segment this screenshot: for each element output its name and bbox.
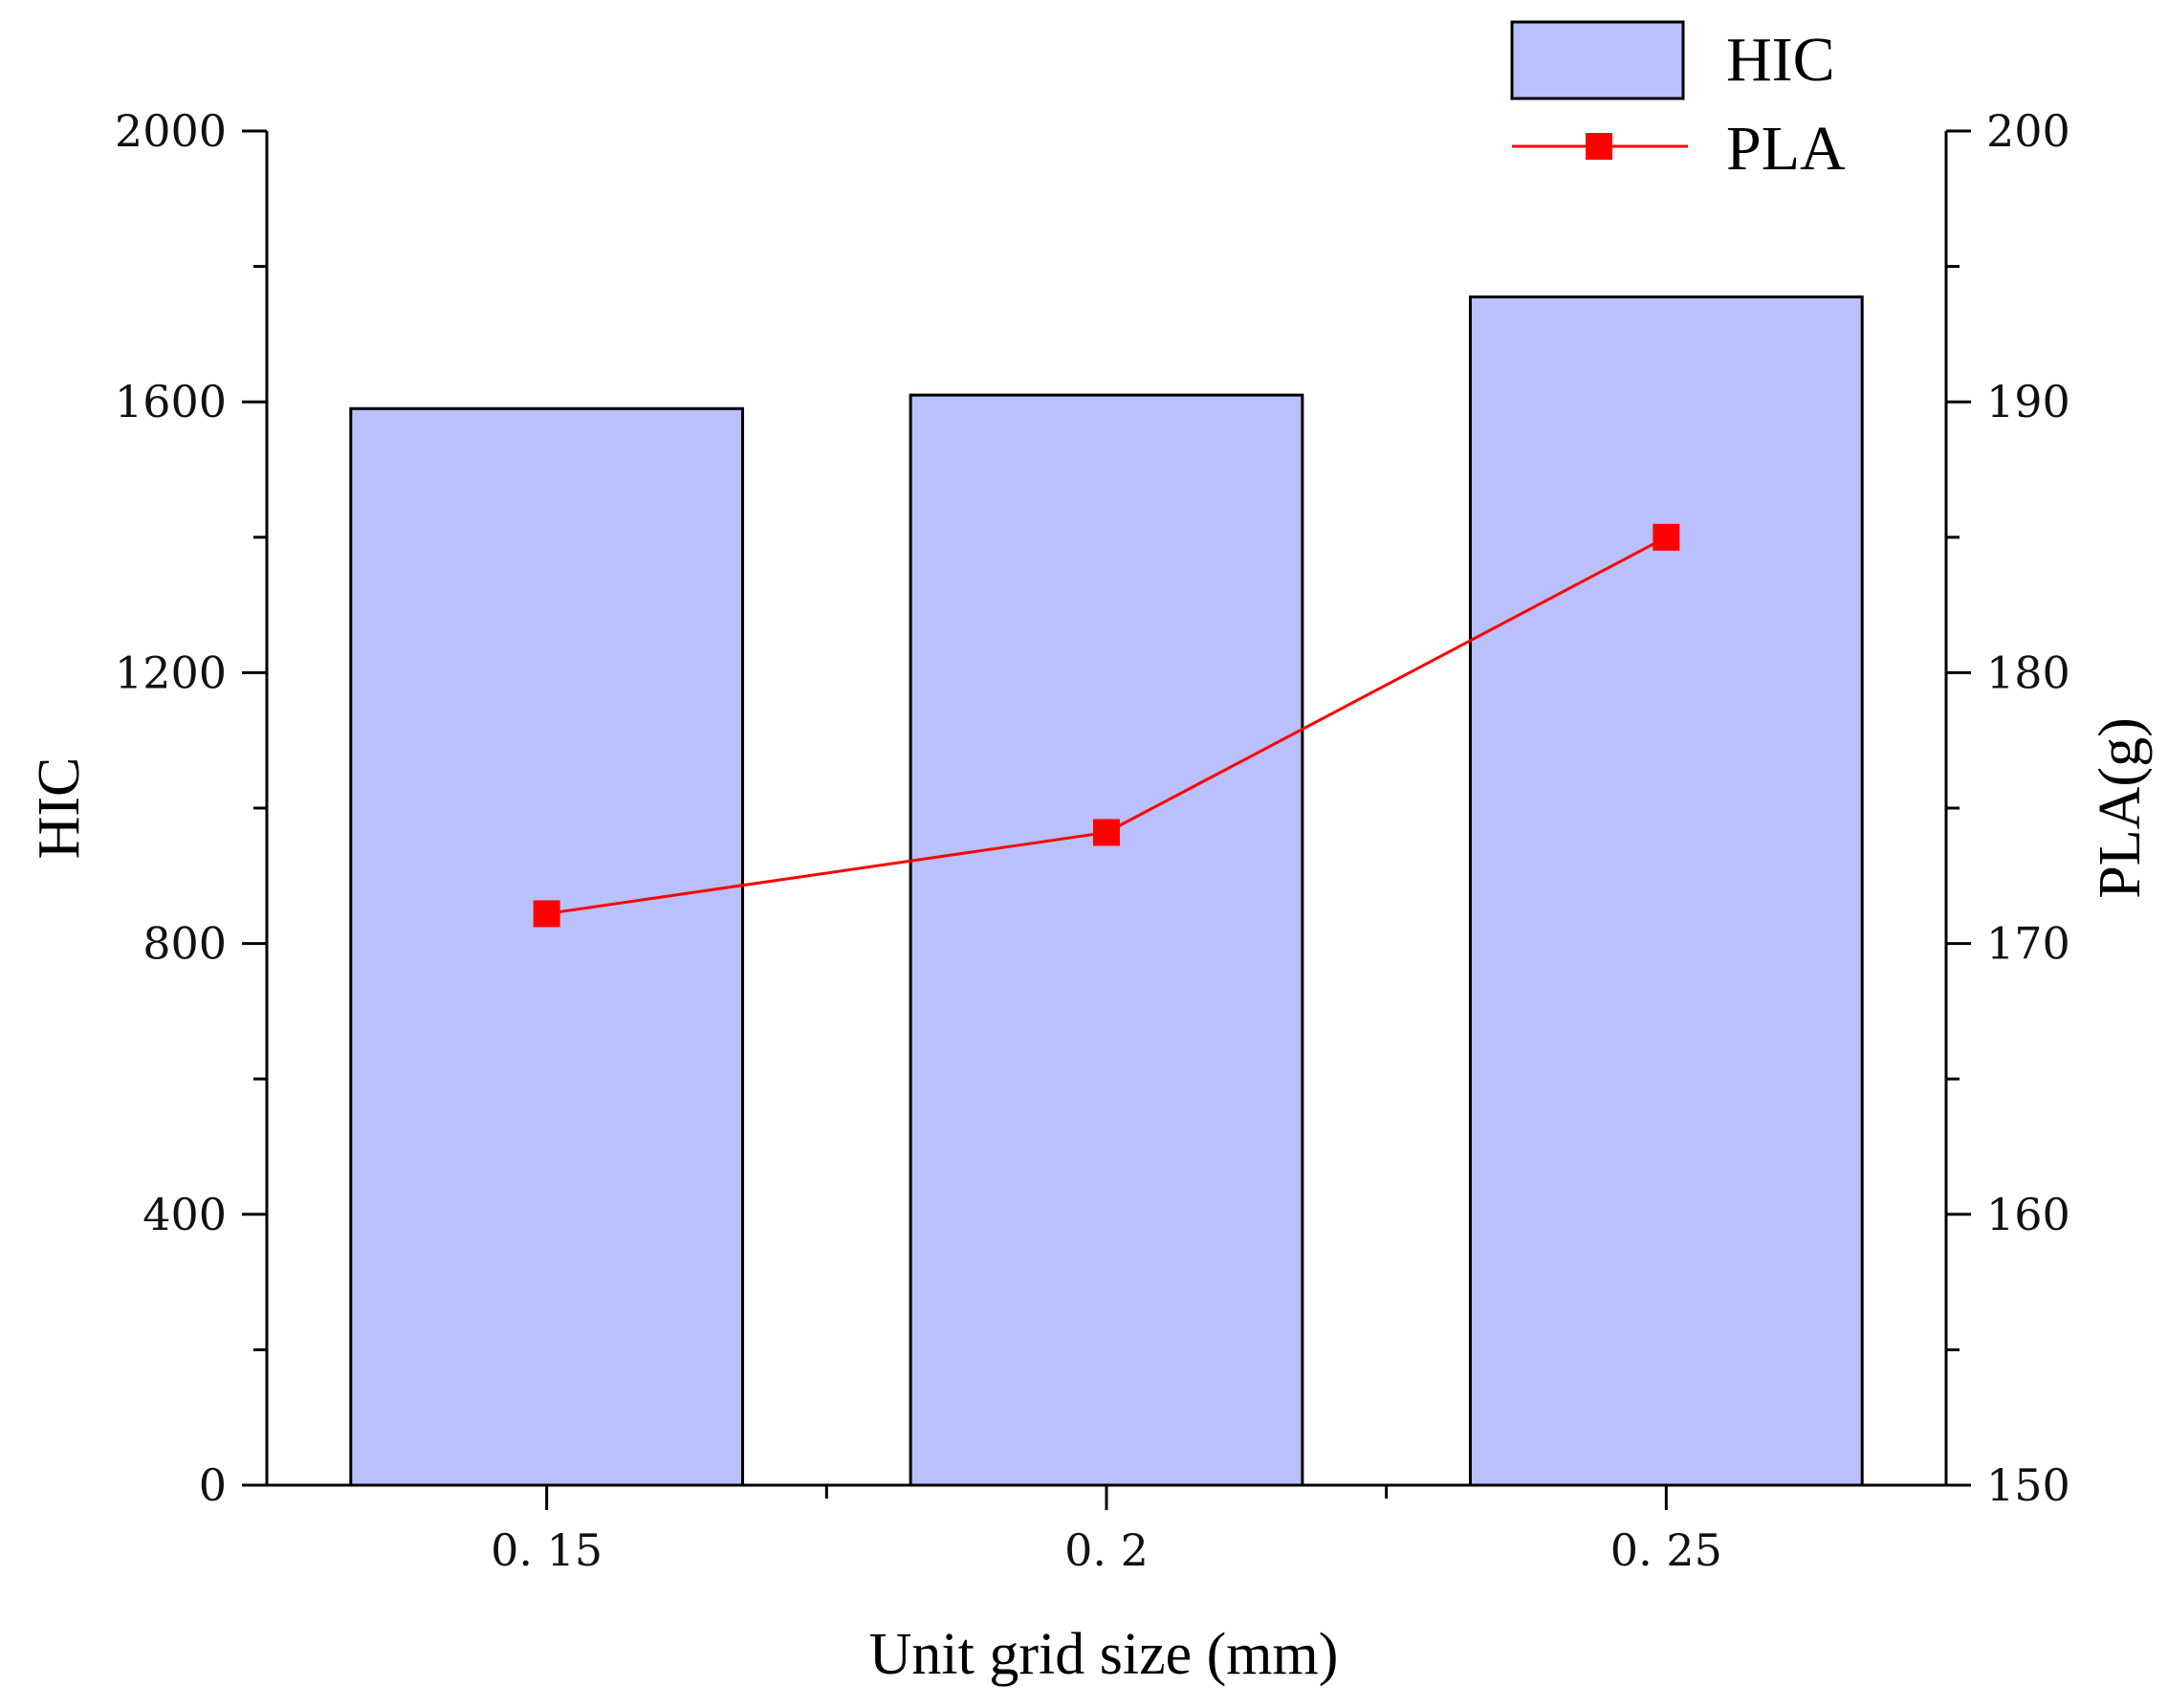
legend-pla-marker <box>1586 133 1612 160</box>
labels-layer: Unit grid size (mm) HIC PLA(g) 0 400 800 12… <box>27 105 2153 1687</box>
hic-bar <box>349 406 745 1487</box>
pla-point <box>1653 523 1680 551</box>
y-tick-label: 1200 <box>115 646 227 698</box>
y2-tick-label: 170 <box>1986 918 2070 970</box>
y-tick-label: 800 <box>142 918 227 970</box>
y-tick-label: 0 <box>199 1459 227 1511</box>
pla-line-layer <box>533 523 1680 928</box>
legend-hic-swatch <box>1510 20 1685 100</box>
y-tick-label: 400 <box>142 1189 227 1240</box>
y-tick-label: 2000 <box>115 105 227 157</box>
x-tick-label: 0. 2 <box>1064 1524 1149 1576</box>
y2-tick-label: 160 <box>1986 1189 2070 1240</box>
y2-axis-title: PLA(g) <box>2088 717 2153 898</box>
axes-layer <box>242 129 1971 1510</box>
x-tick-label: 0. 15 <box>491 1524 602 1576</box>
pla-point <box>1093 819 1120 846</box>
hic-bar <box>909 393 1304 1487</box>
y-axis-title: HIC <box>27 757 92 860</box>
bars-layer <box>349 295 1864 1487</box>
pla-point <box>533 900 560 928</box>
legend-pla-label: PLA <box>1726 114 1846 184</box>
y2-tick-label: 200 <box>1986 105 2070 157</box>
y2-tick-label: 190 <box>1986 376 2070 427</box>
legend: HIC PLA <box>1510 20 1846 184</box>
hic-bar <box>1468 295 1864 1487</box>
x-tick-label: 0. 25 <box>1610 1524 1722 1576</box>
x-axis-title: Unit grid size (mm) <box>869 1622 1339 1687</box>
y2-tick-label: 180 <box>1986 646 2070 698</box>
y2-tick-label: 150 <box>1986 1459 2070 1511</box>
y-tick-label: 1600 <box>115 376 227 427</box>
legend-hic-label: HIC <box>1726 25 1835 95</box>
